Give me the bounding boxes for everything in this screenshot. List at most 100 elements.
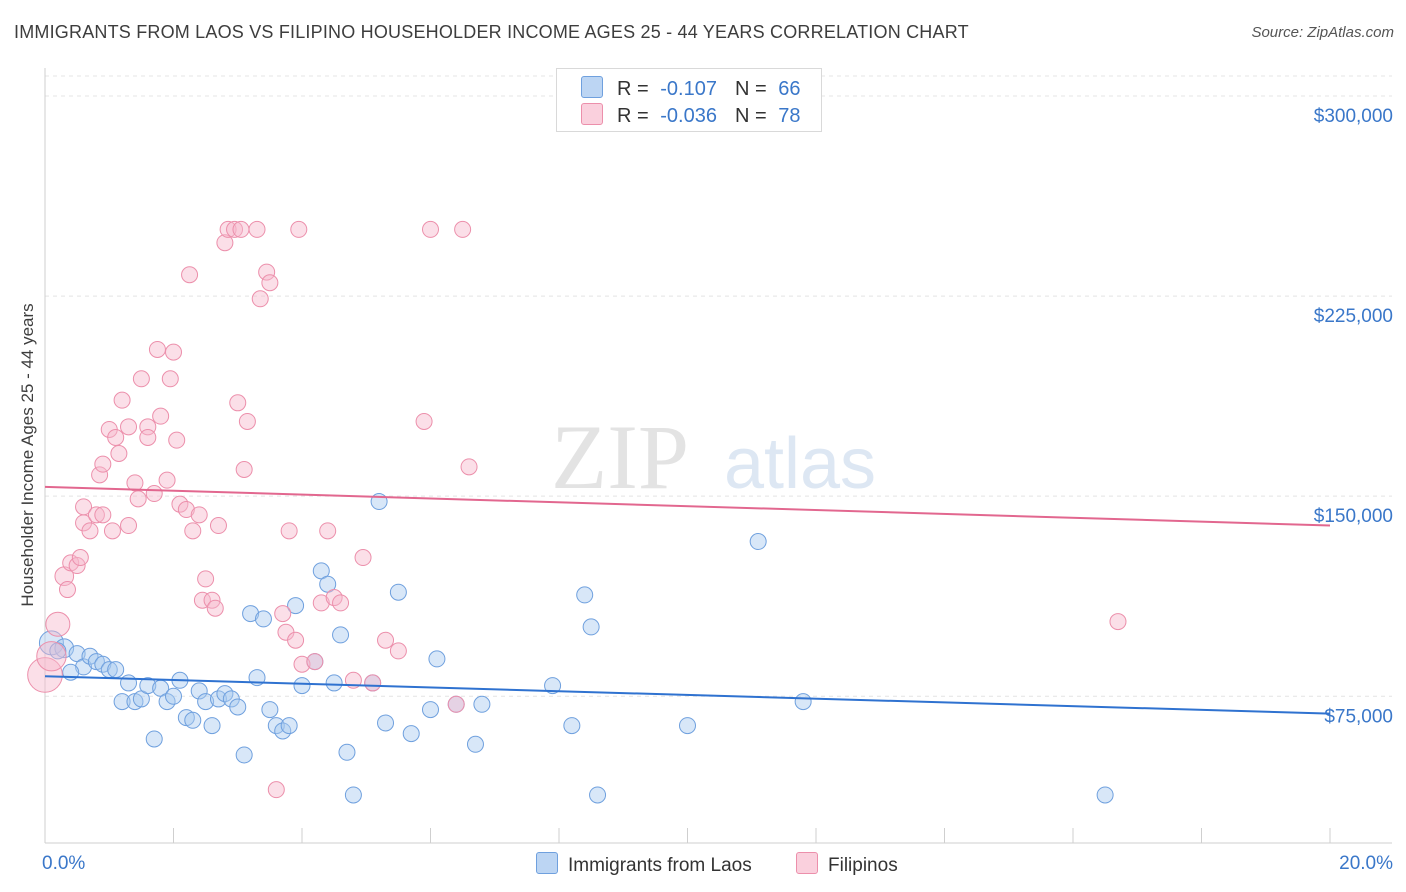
point-1-77	[1109, 613, 1127, 631]
point-0-50	[428, 650, 446, 668]
point-0-57	[582, 618, 600, 636]
point-0-56	[576, 586, 594, 604]
point-0-62	[1096, 786, 1114, 804]
point-1-39	[193, 591, 211, 609]
series-label-filipinos: Filipinos	[828, 855, 898, 876]
point-1-72	[415, 412, 433, 430]
point-1-28	[148, 340, 166, 358]
point-0-23	[203, 717, 221, 735]
point-1-20	[120, 517, 138, 535]
point-1-53	[258, 263, 276, 281]
point-1-22	[126, 474, 144, 492]
point-1-46	[226, 220, 244, 238]
point-0-32	[261, 701, 279, 719]
point-0-28	[235, 746, 253, 764]
point-1-49	[235, 461, 253, 479]
point-1-54	[261, 274, 279, 292]
y-tick-label-0: $75,000	[1324, 706, 1393, 727]
point-1-12	[91, 466, 109, 484]
legend-r-label: R =	[617, 78, 649, 100]
axes	[44, 68, 1392, 844]
point-1-35	[177, 501, 195, 519]
series-legend: Immigrants from Laos Filipinos	[0, 852, 1406, 878]
point-1-17	[107, 428, 125, 446]
legend-r-value-filipinos: -0.036	[660, 105, 717, 127]
series-swatch-laos	[536, 852, 558, 874]
y-tick-label-2: $225,000	[1314, 306, 1393, 327]
correlation-legend: R = -0.107 N = 66 R = -0.036 N = 78	[556, 68, 822, 132]
point-0-46	[377, 714, 395, 732]
point-1-33	[168, 431, 186, 449]
point-1-64	[319, 522, 337, 540]
point-0-52	[466, 735, 484, 753]
point-1-42	[206, 599, 224, 617]
point-1-50	[238, 412, 256, 430]
series-legend-laos: Immigrants from Laos	[536, 852, 752, 877]
point-1-63	[312, 594, 330, 612]
point-1-23	[129, 490, 147, 508]
watermark-zip: ZIP	[551, 406, 689, 508]
point-1-37	[184, 522, 202, 540]
point-0-58	[589, 786, 607, 804]
point-1-14	[94, 506, 112, 524]
point-1-9	[75, 498, 93, 516]
point-1-70	[377, 631, 395, 649]
point-0-59	[679, 717, 696, 735]
point-0-8	[107, 661, 125, 679]
series-label-laos: Immigrants from Laos	[568, 855, 752, 876]
point-1-36	[181, 266, 199, 284]
point-0-22	[197, 693, 215, 711]
point-1-71	[389, 642, 407, 660]
point-1-1	[36, 641, 67, 672]
point-1-68	[354, 549, 372, 567]
point-0-17	[165, 687, 182, 705]
point-1-56	[274, 605, 292, 623]
point-0-42	[338, 743, 356, 761]
point-0-49	[422, 701, 439, 719]
point-0-48	[402, 725, 420, 743]
point-0-21	[190, 682, 208, 700]
point-0-61	[794, 693, 812, 711]
point-1-2	[45, 611, 71, 637]
point-0-53	[473, 695, 491, 713]
point-0-47	[389, 583, 407, 601]
point-0-36	[287, 597, 305, 615]
point-1-0	[27, 657, 63, 693]
point-1-24	[132, 370, 150, 388]
point-1-16	[103, 522, 121, 540]
point-1-74	[447, 695, 465, 713]
point-1-30	[158, 471, 176, 489]
point-1-40	[197, 570, 215, 588]
point-1-58	[280, 522, 298, 540]
series-swatch-filipinos	[796, 852, 818, 874]
point-0-37	[293, 677, 311, 695]
point-0-29	[242, 605, 260, 623]
source-label: Source: ZipAtlas.com	[1251, 24, 1394, 41]
grid-lines	[45, 75, 1392, 697]
point-0-35	[280, 717, 298, 735]
point-1-45	[219, 220, 237, 238]
point-1-26	[139, 428, 157, 446]
legend-n-label: N =	[734, 78, 767, 100]
point-1-31	[161, 370, 179, 388]
point-0-9	[120, 674, 138, 692]
point-0-55	[563, 717, 581, 735]
point-1-51	[248, 220, 266, 238]
point-0-54	[544, 677, 562, 695]
series-legend-filipinos: Filipinos	[796, 852, 898, 877]
point-1-19	[113, 391, 131, 409]
legend-n-label: N =	[734, 105, 767, 127]
y-tick-label-1: $150,000	[1314, 506, 1393, 527]
point-1-52	[251, 290, 269, 308]
point-1-10	[81, 522, 99, 540]
point-1-11	[87, 506, 105, 524]
point-0-60	[749, 533, 767, 551]
trend-line-0	[44, 675, 1331, 715]
point-0-13	[139, 677, 157, 695]
data-points	[27, 220, 1127, 804]
legend-n-value-filipinos: 78	[778, 105, 801, 127]
point-1-61	[293, 655, 311, 673]
point-1-66	[332, 594, 350, 612]
point-1-13	[94, 455, 112, 473]
